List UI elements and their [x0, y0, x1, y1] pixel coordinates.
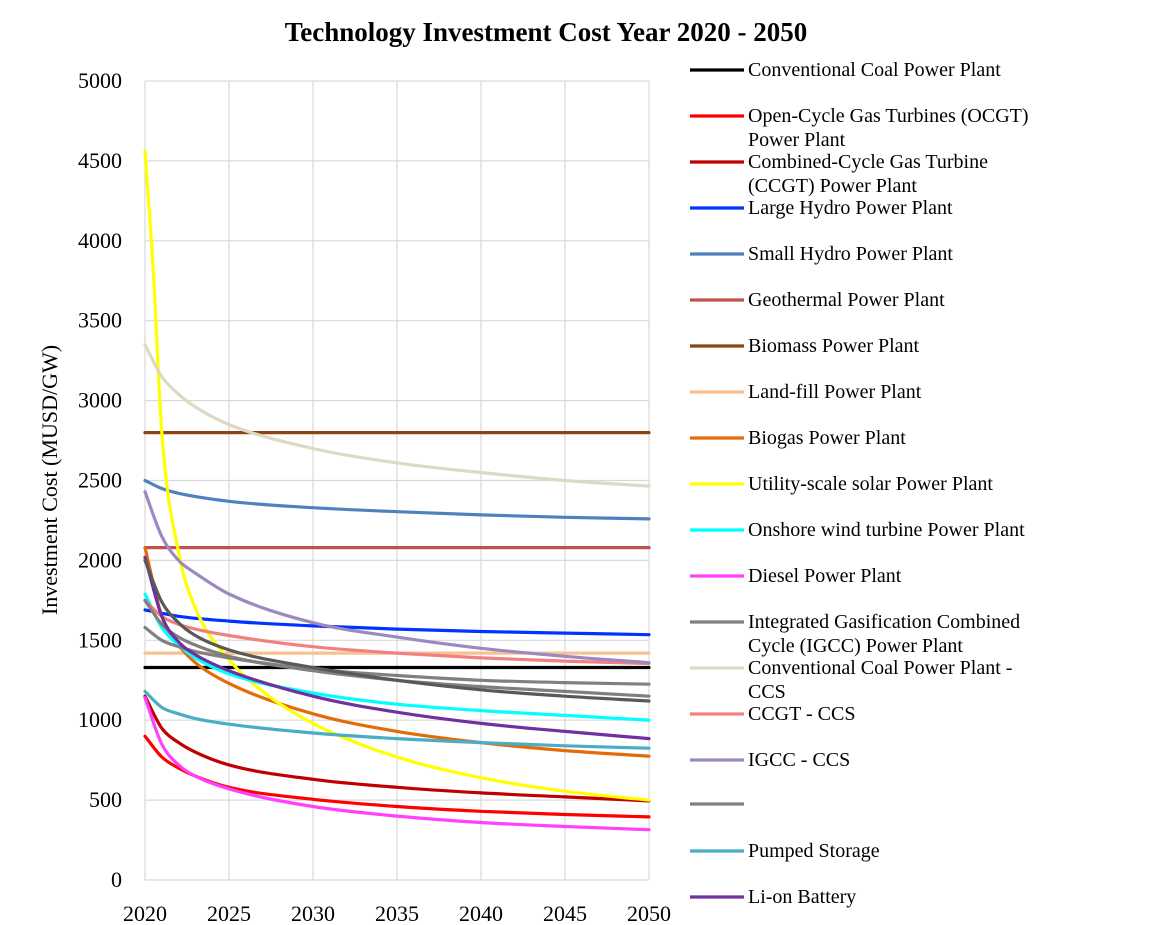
y-tick-label: 0: [111, 867, 122, 892]
legend-entry: Integrated Gasification Combined Cycle (I…: [690, 611, 1020, 657]
series-line: [143, 696, 651, 832]
legend-label: Biogas Power Plant: [748, 427, 906, 449]
series-line: [143, 558, 651, 703]
series-line: [143, 490, 651, 665]
series-line: [143, 478, 651, 521]
x-tick-label: 2035: [375, 901, 419, 925]
legend-entry: IGCC - CCS: [690, 749, 850, 771]
y-axis-label: Investment Cost (MUSD/GW): [37, 345, 62, 615]
legend-label: Conventional Coal Power Plant: [748, 59, 1001, 81]
series-layer: [143, 149, 651, 832]
legend-entry: Li-on Battery: [690, 886, 856, 908]
grid-layer: [145, 80, 650, 880]
legend-label: Biomass Power Plant: [748, 335, 920, 357]
legend-label: Li-on Battery: [748, 886, 856, 908]
legend-label: Diesel Power Plant: [748, 565, 902, 587]
legend-entry: Pumped Storage: [690, 840, 880, 862]
y-tick-label: 2500: [78, 468, 122, 493]
series-line: [143, 734, 651, 819]
axis-layer: 0 500 1000 1500 2000 2500 3000 3500 4000 4500 5000…: [78, 68, 671, 925]
legend: Conventional Coal Power Plant Open-Cycle …: [690, 59, 1029, 908]
x-tick-label: 2040: [459, 901, 503, 925]
series-line: [143, 149, 651, 802]
legend-label: Open-Cycle Gas Turbines (OCGT) Power Plan…: [748, 105, 1029, 151]
legend-entry: Conventional Coal Power Plant: [690, 59, 1001, 81]
series-line: [143, 592, 651, 722]
series-line: [143, 555, 651, 741]
legend-entry: Land-fill Power Plant: [690, 381, 922, 403]
chart-title: Technology Investment Cost Year 2020 - 2…: [285, 17, 808, 47]
legend-label: IGCC - CCS: [748, 749, 850, 771]
y-tick-label: 1500: [78, 627, 122, 652]
legend-label: Land-fill Power Plant: [748, 381, 922, 403]
legend-label: Pumped Storage: [748, 840, 880, 862]
series-line: [143, 694, 651, 803]
legend-label: Conventional Coal Power Plant -CCS: [748, 657, 1012, 703]
series-line: [143, 689, 651, 750]
legend-entry: Biogas Power Plant: [690, 427, 906, 449]
legend-entry: Geothermal Power Plant: [690, 289, 945, 311]
y-tick-label: 2000: [78, 547, 122, 572]
legend-label: Onshore wind turbine Power Plant: [748, 519, 1025, 541]
x-tick-label: 2030: [291, 901, 335, 925]
y-tick-label: 3500: [78, 308, 122, 333]
y-tick-label: 500: [89, 787, 122, 812]
x-tick-label: 2025: [207, 901, 251, 925]
legend-label: Large Hydro Power Plant: [748, 197, 953, 219]
legend-label: Small Hydro Power Plant: [748, 243, 953, 265]
y-tick-label: 5000: [78, 68, 122, 93]
legend-entry: Utility-scale solar Power Plant: [690, 473, 993, 495]
legend-label: CCGT - CCS: [748, 703, 855, 725]
series-line: [143, 608, 651, 637]
legend-entry: CCGT - CCS: [690, 703, 855, 725]
y-tick-label: 3000: [78, 388, 122, 413]
x-tick-label: 2050: [627, 901, 671, 925]
legend-label: Utility-scale solar Power Plant: [748, 473, 993, 495]
legend-entry: Biomass Power Plant: [690, 335, 920, 357]
legend-entry: Open-Cycle Gas Turbines (OCGT) Power Plan…: [690, 105, 1029, 151]
y-tick-label: 1000: [78, 707, 122, 732]
y-tick-label: 4000: [78, 228, 122, 253]
legend-label: Combined-Cycle Gas Turbine (CCGT) Power P…: [748, 151, 988, 197]
x-tick-label: 2045: [543, 901, 587, 925]
series-line: [143, 598, 651, 666]
legend-entry: [690, 802, 744, 806]
series-line: [143, 343, 651, 488]
x-tick-label: 2020: [123, 901, 167, 925]
legend-entry: Combined-Cycle Gas Turbine (CCGT) Power P…: [690, 151, 988, 197]
legend-entry: Onshore wind turbine Power Plant: [690, 519, 1025, 541]
legend-label: Geothermal Power Plant: [748, 289, 945, 311]
legend-entry: Large Hydro Power Plant: [690, 197, 953, 219]
legend-entry: Small Hydro Power Plant: [690, 243, 953, 265]
legend-entry: Conventional Coal Power Plant -CCS: [690, 657, 1012, 703]
legend-label: Integrated Gasification Combined Cycle (I…: [748, 611, 1020, 657]
legend-entry: Diesel Power Plant: [690, 565, 902, 587]
y-tick-label: 4500: [78, 148, 122, 173]
